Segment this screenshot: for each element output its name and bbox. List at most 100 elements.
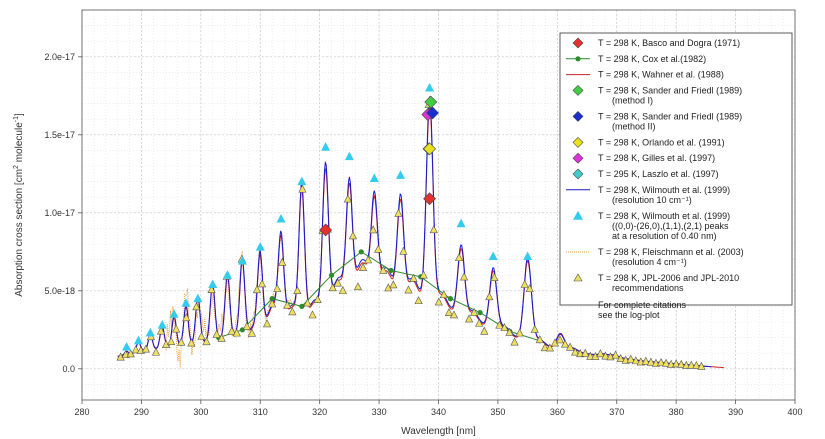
sander-friedl-1-point	[424, 95, 438, 109]
cox-point	[447, 296, 453, 302]
jpl-point	[540, 343, 549, 352]
jpl-point	[187, 338, 196, 347]
y-tick-label: 1.0e-17	[44, 208, 75, 218]
sander-friedl-2-point	[426, 106, 439, 120]
legend-note: For complete citations	[598, 300, 687, 310]
legend-label-orlando: T = 298 K, Orlando et al. (1991)	[598, 137, 725, 147]
jpl-point	[697, 361, 706, 370]
series-layer	[116, 83, 724, 370]
legend-symbol-jpl	[573, 273, 583, 282]
jpl-point	[449, 310, 459, 319]
legend: T = 298 K, Basco and Dogra (1971) T = 298…	[559, 32, 793, 320]
x-tick-label: 340	[431, 407, 446, 417]
jpl-point	[581, 348, 590, 357]
jpl-point	[217, 333, 226, 342]
x-tick-label: 350	[490, 407, 505, 417]
jpl-point	[444, 308, 453, 317]
legend-label-wahner: T = 298 K, Wahner et al. (1988)	[598, 70, 724, 80]
x-tick-label: 310	[253, 407, 268, 417]
jpl-point	[459, 272, 469, 281]
legend-label-basco: T = 298 K, Basco and Dogra (1971)	[598, 38, 740, 48]
legend-note: see the log-plot	[598, 310, 660, 320]
jpl-point	[545, 343, 554, 352]
jpl-point	[328, 283, 337, 292]
y-axis-label-part: molecule	[14, 122, 25, 165]
jpl-point	[646, 357, 656, 366]
jpl-point	[626, 354, 635, 363]
jpl-point	[682, 360, 691, 369]
jpl-point	[389, 280, 398, 289]
wilmouth-peak-point	[344, 151, 354, 161]
axes: 280 290 300 310 320 330 340 350 360 370 380 390 400 0…	[13, 9, 803, 437]
wilmouth-peak-point	[181, 298, 191, 307]
wilmouth-peak-point	[456, 218, 466, 228]
jpl-point	[510, 337, 519, 346]
wilmouth-peak-point	[237, 256, 247, 265]
jpl-point	[611, 350, 620, 359]
legend-label-sf1: (method I)	[612, 96, 653, 106]
y-tick-label: 2.0e-17	[44, 52, 75, 62]
jpl-point	[288, 307, 297, 316]
cox-point	[299, 303, 305, 309]
y-axis-label-sup: -1	[13, 116, 20, 122]
y-tick-label: 0.0	[62, 364, 75, 374]
wilmouth-peak-point	[133, 335, 143, 345]
jpl-point	[596, 349, 605, 358]
legend-symbol-orlando	[572, 136, 584, 148]
legend-label-wilm10: (resolution 10 cm⁻¹)	[612, 195, 692, 205]
legend-label-fleisch: (resolution 4 cm⁻¹)	[612, 257, 687, 267]
wilmouth-peak-point	[122, 341, 132, 351]
jpl-point	[363, 255, 373, 264]
x-tick-label: 290	[134, 407, 149, 417]
jpl-point	[353, 282, 363, 291]
legend-label-jpl: T = 298 K, JPL-2006 and JPL-2010	[598, 273, 739, 283]
jpl-point	[399, 246, 408, 255]
jpl-point	[661, 358, 671, 367]
x-tick-label: 300	[193, 407, 208, 417]
jpl-point	[252, 285, 262, 294]
legend-box	[559, 32, 793, 306]
legend-symbol-sf1	[572, 84, 584, 96]
legend-symbol-sf2	[572, 110, 584, 122]
jpl-point	[156, 326, 166, 335]
legend-label-gilles: T = 298 K, Gilles et al. (1997)	[598, 153, 715, 163]
jpl-point	[303, 298, 312, 307]
jpl-point	[283, 300, 292, 309]
jpl-point	[475, 318, 484, 327]
jpl-point	[525, 284, 534, 293]
legend-symbol-basco	[572, 37, 584, 49]
jpl-point	[182, 313, 191, 322]
cox-point	[388, 267, 394, 274]
wilmouth-peak-point	[321, 142, 331, 151]
jpl-point	[207, 285, 216, 294]
y-axis-label-part: Absorption cross section [cm	[14, 169, 25, 297]
jpl-point	[586, 351, 595, 360]
jpl-point	[273, 283, 282, 292]
jpl-point	[692, 360, 701, 369]
legend-label-wilmpk: T = 298 K, Wilmouth et al. (1999)	[598, 211, 730, 221]
jpl-point	[313, 295, 322, 303]
wilmouth-peak-point	[157, 320, 167, 329]
jpl-point	[520, 279, 529, 288]
jpl-point	[278, 257, 287, 266]
jpl-point	[515, 328, 524, 337]
jpl-point	[687, 360, 696, 369]
jpl-point	[242, 321, 251, 330]
jpl-point	[439, 290, 448, 299]
jpl-point	[262, 319, 272, 328]
legend-label-fleisch: T = 298 K, Fleischmann et al. (2003)	[598, 247, 744, 257]
x-tick-label: 400	[787, 407, 802, 417]
jpl-point	[177, 337, 186, 346]
wilmouth-peak-point	[223, 270, 233, 279]
wilmouth-peak-point	[193, 293, 203, 303]
jpl-point	[197, 331, 206, 340]
jpl-point	[369, 225, 378, 234]
jpl-point	[414, 296, 423, 305]
jpl-point	[333, 278, 342, 287]
legend-label-sf2: T = 298 K, Sander and Friedl (1989)	[598, 111, 742, 121]
jpl-point	[151, 347, 161, 356]
jpl-point	[247, 328, 257, 337]
jpl-point	[202, 337, 211, 346]
jpl-point	[677, 359, 686, 368]
